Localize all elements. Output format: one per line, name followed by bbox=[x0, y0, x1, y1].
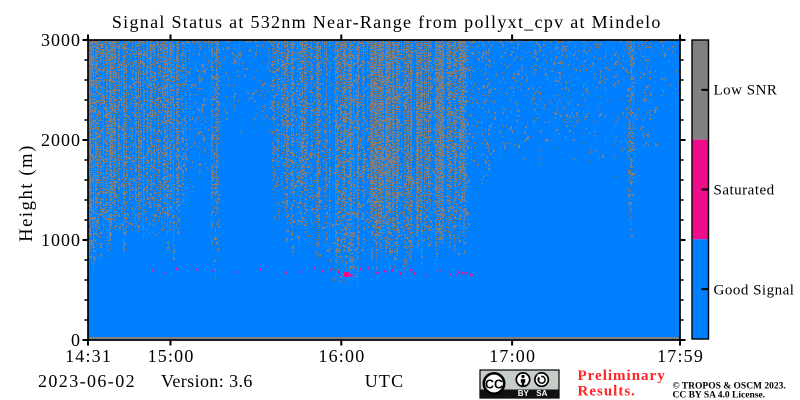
svg-text:0: 0 bbox=[71, 330, 81, 350]
svg-text:2000: 2000 bbox=[41, 130, 81, 150]
svg-text:CC: CC bbox=[485, 377, 503, 391]
svg-text:Preliminary: Preliminary bbox=[578, 368, 666, 384]
svg-text:Low SNR: Low SNR bbox=[714, 83, 778, 99]
svg-text:Height (m): Height (m) bbox=[17, 144, 37, 242]
svg-text:1000: 1000 bbox=[41, 230, 81, 250]
svg-text:BY: BY bbox=[518, 389, 530, 398]
svg-text:15:00: 15:00 bbox=[148, 346, 195, 366]
svg-text:14:31: 14:31 bbox=[65, 346, 112, 366]
svg-text:3000: 3000 bbox=[41, 30, 81, 50]
svg-text:CC BY SA 4.0 License.: CC BY SA 4.0 License. bbox=[673, 391, 766, 400]
svg-text:Good Signal: Good Signal bbox=[714, 283, 795, 299]
svg-text:Signal Status at 532nm Near-Ra: Signal Status at 532nm Near-Range from p… bbox=[112, 12, 662, 32]
svg-text:UTC: UTC bbox=[365, 371, 405, 391]
svg-text:2023-06-02: 2023-06-02 bbox=[38, 371, 136, 391]
svg-text:SA: SA bbox=[536, 389, 547, 398]
svg-text:© TROPOS & OSCM 2023.: © TROPOS & OSCM 2023. bbox=[673, 381, 786, 392]
svg-text:17:00: 17:00 bbox=[489, 346, 536, 366]
svg-text:Saturated: Saturated bbox=[714, 183, 775, 199]
svg-text:17:59: 17:59 bbox=[657, 346, 704, 366]
svg-text:Version: 3.6: Version: 3.6 bbox=[161, 371, 253, 391]
svg-text:16:00: 16:00 bbox=[318, 346, 365, 366]
svg-text:Results.: Results. bbox=[578, 384, 636, 400]
